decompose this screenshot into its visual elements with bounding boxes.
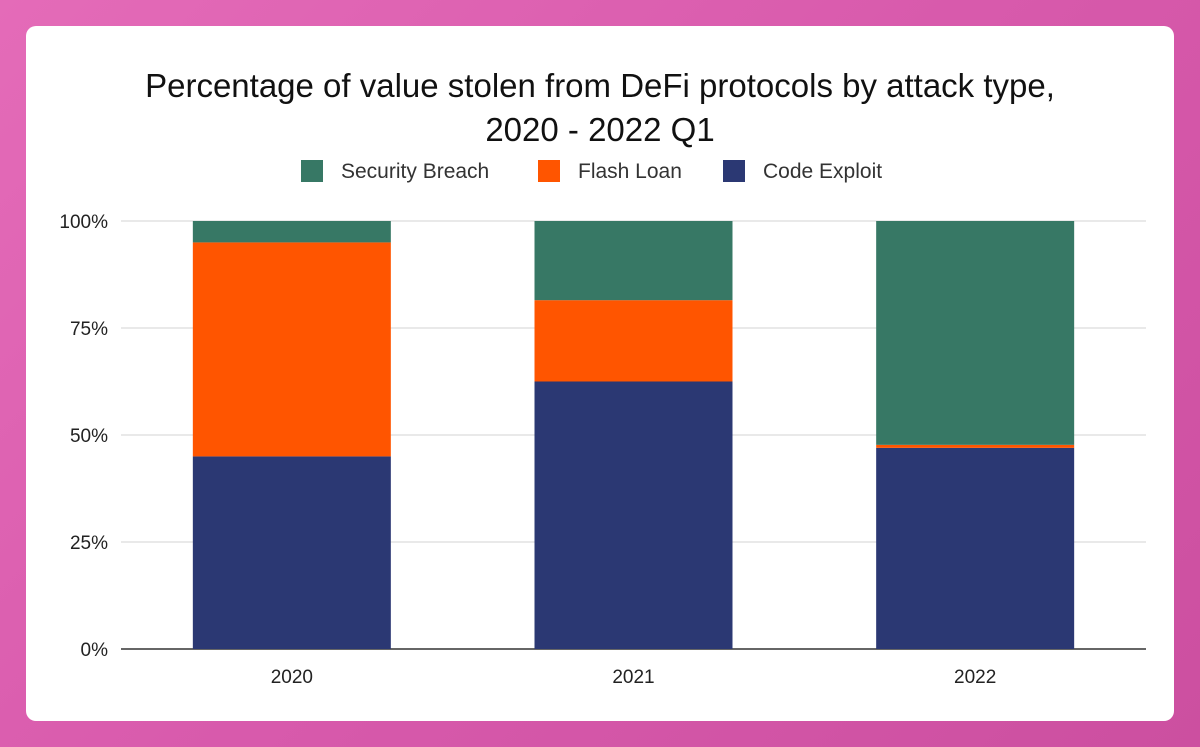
y-axis-ticks: 0% 25% 50% 75% 100% (59, 212, 108, 661)
bar-flash-loan-2020 (192, 242, 391, 457)
legend-swatch-flash-loan (538, 160, 560, 182)
y-tick-label: 100% (59, 212, 108, 233)
y-tick-label: 50% (70, 426, 108, 447)
chart-card: Percentage of value stolen from DeFi pro… (26, 26, 1174, 721)
legend: Security Breach Flash Loan Code Exploit (301, 160, 882, 183)
y-tick-label: 25% (70, 533, 108, 554)
x-tick-label: 2022 (954, 667, 996, 688)
bar-security-breach-2022 (876, 221, 1075, 445)
x-axis-ticks: 2020 2021 2022 (271, 667, 997, 688)
y-tick-label: 0% (81, 640, 109, 661)
y-tick-label: 75% (70, 319, 108, 340)
bars (192, 221, 1075, 649)
bar-security-breach-2021 (534, 221, 733, 301)
legend-swatch-code-exploit (723, 160, 745, 182)
legend-label-flash-loan: Flash Loan (578, 160, 682, 183)
x-tick-label: 2020 (271, 667, 313, 688)
bar-code-exploit-2021 (534, 381, 733, 649)
legend-swatch-security-breach (301, 160, 323, 182)
chart-title-line-1: Percentage of value stolen from DeFi pro… (145, 67, 1055, 104)
x-tick-label: 2021 (612, 667, 654, 688)
bar-code-exploit-2020 (192, 456, 391, 649)
bar-flash-loan-2022 (876, 444, 1075, 448)
chart-title-line-2: 2020 - 2022 Q1 (485, 111, 715, 148)
chart-title: Percentage of value stolen from DeFi pro… (26, 64, 1174, 152)
bar-flash-loan-2021 (534, 300, 733, 382)
bar-security-breach-2020 (192, 221, 391, 243)
chart-plot: Security Breach Flash Loan Code Exploit 0%… (59, 160, 1146, 688)
legend-label-code-exploit: Code Exploit (763, 160, 882, 183)
legend-label-security-breach: Security Breach (341, 160, 489, 183)
bar-code-exploit-2022 (876, 447, 1075, 649)
